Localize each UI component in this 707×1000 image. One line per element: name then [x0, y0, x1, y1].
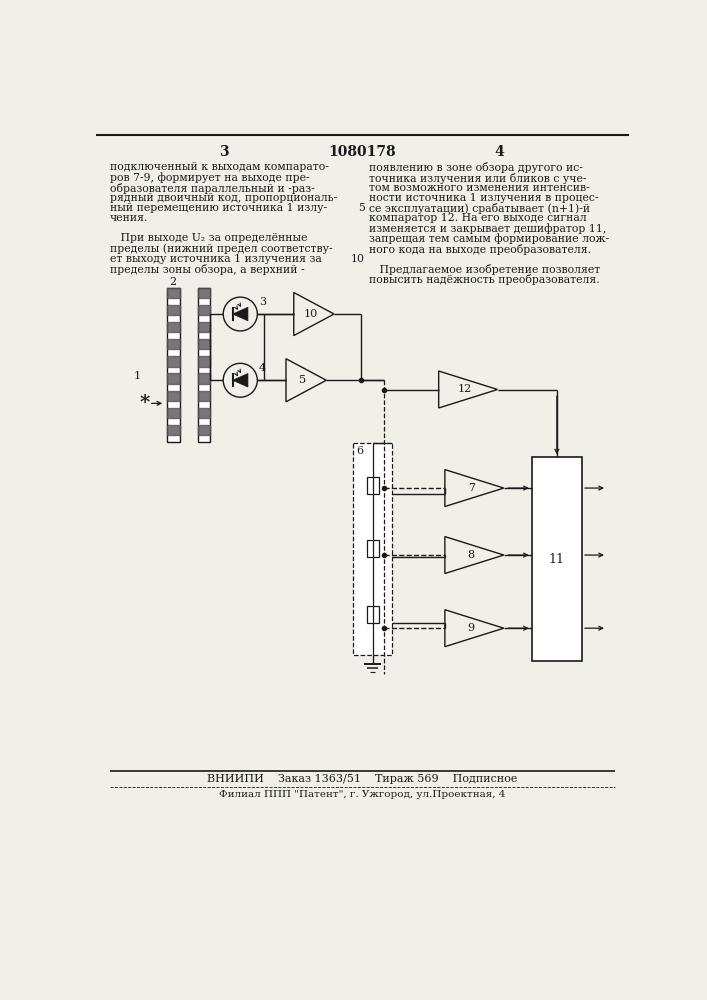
Text: пределы (нижний предел соответству-: пределы (нижний предел соответству-	[110, 244, 333, 254]
Text: 1080178: 1080178	[328, 145, 396, 159]
Text: 10: 10	[351, 254, 365, 264]
Text: 3: 3	[219, 145, 229, 159]
Polygon shape	[233, 373, 248, 387]
Text: 4: 4	[494, 145, 504, 159]
Text: 10: 10	[304, 309, 318, 319]
Text: 1: 1	[134, 371, 141, 381]
Text: пределы зоны обзора, а верхний -: пределы зоны обзора, а верхний -	[110, 264, 305, 275]
Bar	[367, 540, 379, 557]
Text: 8: 8	[467, 550, 475, 560]
Text: *: *	[139, 394, 149, 412]
Text: ного кода на выходе преобразователя.: ного кода на выходе преобразователя.	[369, 244, 591, 255]
Bar	[367, 606, 379, 623]
Text: При выходе U₂ за определённые: При выходе U₂ за определённые	[110, 233, 308, 243]
Text: се эксплуатации) срабатывает (n+1)-й: се эксплуатации) срабатывает (n+1)-й	[369, 203, 590, 214]
Polygon shape	[233, 307, 248, 321]
Text: Предлагаемое изобретение позволяет: Предлагаемое изобретение позволяет	[369, 264, 600, 275]
Text: 3: 3	[259, 297, 266, 307]
Text: 2: 2	[170, 277, 177, 287]
Text: образователя параллельный и -раз-: образователя параллельный и -раз-	[110, 183, 315, 194]
Text: 6: 6	[356, 446, 363, 456]
Text: рядный двоичный код, пропорциональ-: рядный двоичный код, пропорциональ-	[110, 193, 337, 203]
Text: Филиал ППП "Патент", г. Ужгород, ул.Проектная, 4: Филиал ППП "Патент", г. Ужгород, ул.Прое…	[218, 790, 505, 799]
Text: ный перемещению источника 1 излу-: ный перемещению источника 1 излу-	[110, 203, 327, 213]
Text: ВНИИПИ    Заказ 1363/51    Тираж 569    Подписное: ВНИИПИ Заказ 1363/51 Тираж 569 Подписное	[206, 774, 517, 784]
Text: компаратор 12. На его выходе сигнал: компаратор 12. На его выходе сигнал	[369, 213, 587, 223]
Text: 4: 4	[259, 363, 266, 373]
Text: появлению в зоне обзора другого ис-: появлению в зоне обзора другого ис-	[369, 162, 583, 173]
Text: ет выходу источника 1 излучения за: ет выходу источника 1 излучения за	[110, 254, 322, 264]
Text: подключенный к выходам компарато-: подключенный к выходам компарато-	[110, 162, 329, 172]
Text: точника излучения или бликов с уче-: точника излучения или бликов с уче-	[369, 173, 586, 184]
Text: 5: 5	[300, 375, 307, 385]
Text: ности источника 1 излучения в процес-: ности источника 1 излучения в процес-	[369, 193, 598, 203]
Text: том возможного изменения интенсив-: том возможного изменения интенсив-	[369, 183, 590, 193]
Bar	[354, 443, 392, 655]
Bar	[532, 457, 582, 661]
Text: 9: 9	[467, 623, 475, 633]
Bar	[198, 288, 210, 442]
Text: запрещая тем самым формирование лож-: запрещая тем самым формирование лож-	[369, 233, 609, 244]
Text: чения.: чения.	[110, 213, 148, 223]
Bar	[367, 477, 379, 494]
Text: ров 7-9, формирует на выходе пре-: ров 7-9, формирует на выходе пре-	[110, 173, 310, 183]
Text: 11: 11	[549, 553, 565, 566]
Text: изменяется и закрывает дешифратор 11,: изменяется и закрывает дешифратор 11,	[369, 223, 607, 234]
Bar	[168, 288, 180, 442]
Text: повысить надёжность преобразователя.: повысить надёжность преобразователя.	[369, 274, 600, 285]
Text: 7: 7	[468, 483, 474, 493]
Text: 5: 5	[358, 203, 365, 213]
Text: 12: 12	[458, 384, 472, 394]
